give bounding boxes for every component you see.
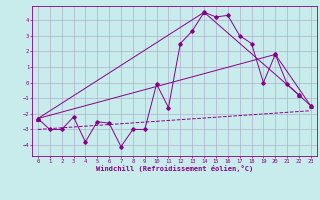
X-axis label: Windchill (Refroidissement éolien,°C): Windchill (Refroidissement éolien,°C) (96, 165, 253, 172)
